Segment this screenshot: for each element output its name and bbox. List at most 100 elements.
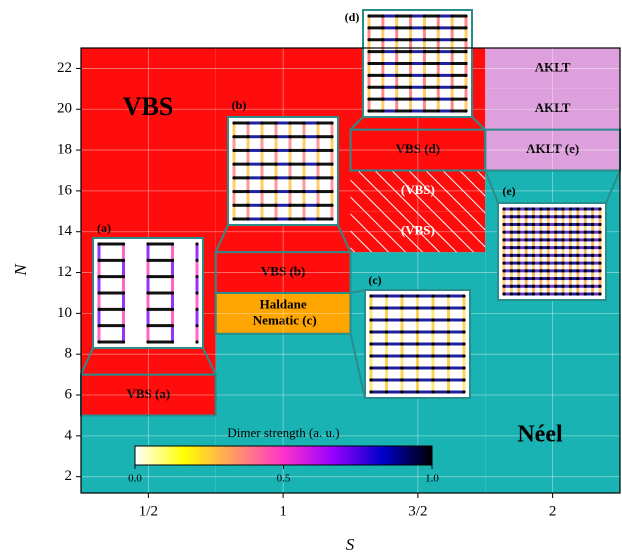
- inset-site: [546, 292, 550, 296]
- inset-site: [450, 109, 454, 113]
- colorbar-tick-label: 0.5: [277, 473, 291, 485]
- inset-site: [524, 284, 528, 288]
- inset-site: [591, 238, 595, 242]
- inset-site: [232, 148, 236, 153]
- inset-site: [121, 242, 126, 246]
- inset-site: [146, 275, 150, 279]
- inset-site: [384, 294, 389, 298]
- inset-site: [517, 222, 521, 227]
- inset-site: [415, 390, 420, 394]
- inset-site: [464, 26, 468, 30]
- inset-site: [146, 340, 150, 344]
- inset-site: [369, 330, 373, 334]
- inset-site: [384, 318, 389, 322]
- inset-site: [384, 354, 389, 358]
- inset-site: [524, 246, 528, 250]
- y-tick-label: 6: [65, 386, 73, 402]
- inset-site: [576, 215, 580, 219]
- inset-site: [591, 230, 595, 234]
- inset-site: [598, 246, 602, 250]
- inset-site: [598, 269, 602, 273]
- phase-region: [81, 374, 216, 416]
- inset-site: [576, 292, 580, 296]
- inset-connector: [214, 224, 229, 253]
- hatch: [350, 170, 486, 212]
- inset-site: [568, 253, 573, 257]
- inset-site: [450, 38, 454, 42]
- inset-site: [462, 318, 466, 322]
- inset-site: [367, 109, 371, 113]
- inset-site: [591, 246, 595, 250]
- inset-site: [524, 276, 528, 281]
- inset-site: [395, 38, 399, 42]
- inset-site: [539, 207, 543, 211]
- inset-connector: [202, 347, 217, 376]
- inset-site: [232, 135, 236, 139]
- inset-site: [576, 284, 580, 288]
- inset-site: [502, 261, 506, 265]
- inset-site: [395, 61, 399, 66]
- inset-site: [509, 222, 513, 227]
- inset-site: [546, 284, 550, 288]
- inset-site: [381, 50, 385, 54]
- inset-label: (e): [502, 184, 515, 198]
- inset-site: [502, 238, 506, 242]
- inset-site: [170, 340, 175, 344]
- inset-site: [260, 148, 264, 153]
- inset-site: [384, 330, 389, 334]
- inset-site: [195, 291, 199, 295]
- inset-site: [395, 50, 399, 54]
- inset-site: [517, 207, 521, 211]
- inset-site: [274, 135, 278, 139]
- inset-site: [422, 73, 427, 77]
- inset-site: [446, 342, 451, 346]
- inset-site: [539, 230, 543, 234]
- inset-site: [246, 121, 250, 125]
- inset-site: [539, 292, 543, 296]
- inset-site: [583, 261, 587, 265]
- plot-frame: [80, 47, 621, 494]
- inset-site: [330, 135, 334, 139]
- inset-site: [330, 203, 334, 207]
- inset-site: [400, 294, 404, 298]
- inset-site: [583, 222, 587, 227]
- inset-site: [502, 222, 506, 227]
- inset-site: [408, 61, 413, 66]
- inset-site: [531, 222, 536, 227]
- inset-label: (d): [345, 10, 360, 24]
- inset-site: [170, 324, 175, 328]
- inset-box: [497, 202, 607, 301]
- inset-site: [195, 340, 199, 344]
- inset-site: [462, 306, 466, 310]
- inset-site: [121, 275, 126, 279]
- inset-site: [462, 366, 466, 370]
- inset-site: [554, 230, 558, 234]
- inset-site: [369, 342, 373, 346]
- inset-site: [436, 85, 440, 89]
- inset-connector: [605, 170, 621, 204]
- inset-site: [531, 284, 536, 288]
- inset-site: [369, 318, 373, 322]
- inset-site: [464, 85, 468, 89]
- inset-site: [381, 97, 385, 101]
- inset-site: [436, 50, 440, 54]
- inset-site: [509, 276, 513, 281]
- inset-site: [146, 242, 150, 246]
- inset-site: [170, 307, 175, 311]
- inset-site: [446, 294, 451, 298]
- inset-site: [509, 253, 513, 257]
- inset-site: [446, 390, 451, 394]
- inset-site: [546, 269, 550, 273]
- inset-site: [517, 230, 521, 234]
- inset-site: [517, 238, 521, 242]
- inset-site: [450, 85, 454, 89]
- inset-site: [531, 230, 536, 234]
- inset-site: [369, 366, 373, 370]
- colorbar-label: Dimer strength (a. u.): [227, 425, 339, 440]
- inset-site: [539, 253, 543, 257]
- inset-site: [554, 261, 558, 265]
- inset-site: [561, 269, 565, 273]
- inset-site: [384, 306, 389, 310]
- inset-site: [246, 135, 250, 139]
- inset-site: [576, 269, 580, 273]
